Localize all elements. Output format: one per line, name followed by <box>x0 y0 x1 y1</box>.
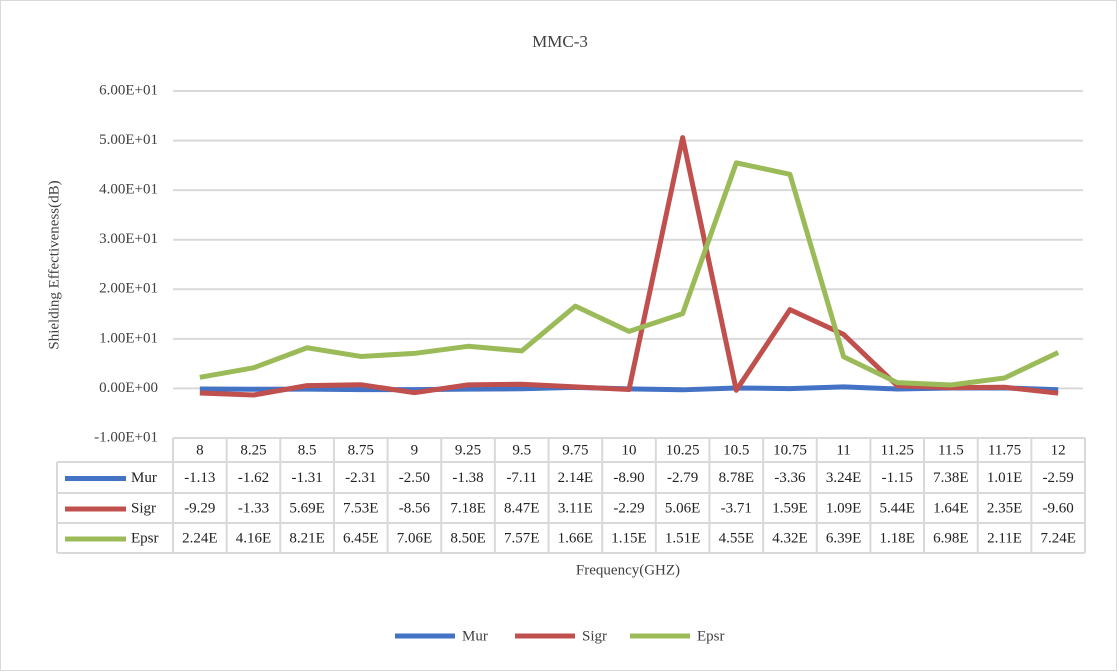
x-tick-label: 11.5 <box>938 442 964 458</box>
table-cell: 2.24E <box>182 530 217 546</box>
table-cell: 1.01E <box>987 470 1022 486</box>
table-cell: 6.39E <box>826 530 861 546</box>
table-cell: 1.51E <box>665 530 700 546</box>
table-cell: 1.64E <box>933 500 968 516</box>
table-cell: 8.21E <box>289 530 324 546</box>
x-tick-label: 11 <box>836 442 850 458</box>
x-tick-label: 9.25 <box>455 442 481 458</box>
legend-label: Epsr <box>697 628 725 644</box>
table-row-header: Sigr <box>131 500 156 516</box>
table-cell: 4.55E <box>719 530 754 546</box>
table-cell: -2.50 <box>399 470 430 486</box>
x-tick-label: 8.75 <box>348 442 374 458</box>
table-cell: 6.98E <box>933 530 968 546</box>
table-cell: 7.53E <box>343 500 378 516</box>
y-tick-label: 3.00E+01 <box>99 231 158 247</box>
table-row-header: Mur <box>131 470 157 486</box>
x-tick-label: 9.75 <box>562 442 588 458</box>
table-cell: 1.59E <box>772 500 807 516</box>
table-row-header: Epsr <box>131 530 159 546</box>
table-cell: 3.11E <box>558 500 593 516</box>
table-cell: 7.38E <box>933 470 968 486</box>
table-cell: 3.24E <box>826 470 861 486</box>
x-axis-label: Frequency(GHZ) <box>576 562 680 578</box>
x-tick-label: 8.25 <box>240 442 266 458</box>
table-cell: 2.35E <box>987 500 1022 516</box>
table-cell: 2.14E <box>558 470 593 486</box>
y-tick-label: -1.00E+01 <box>94 429 158 445</box>
table-cell: -1.38 <box>452 470 483 486</box>
table-cell: -9.60 <box>1043 500 1074 516</box>
table-cell: 5.69E <box>289 500 324 516</box>
x-tick-label: 11.25 <box>881 442 914 458</box>
table-cell: 8.47E <box>504 500 539 516</box>
x-tick-label: 9.5 <box>512 442 531 458</box>
table-cell: -3.71 <box>721 500 752 516</box>
y-tick-label: 1.00E+01 <box>99 330 158 346</box>
table-cell: 5.06E <box>665 500 700 516</box>
x-tick-label: 12 <box>1051 442 1066 458</box>
table-cell: 4.16E <box>236 530 271 546</box>
y-tick-label: 5.00E+01 <box>99 132 158 148</box>
x-tick-label: 8.5 <box>298 442 317 458</box>
table-cell: 1.66E <box>558 530 593 546</box>
y-tick-label: 6.00E+01 <box>99 82 158 98</box>
table-cell: -1.62 <box>238 470 269 486</box>
table-cell: 7.18E <box>450 500 485 516</box>
table-cell: -1.31 <box>291 470 322 486</box>
table-cell: -2.79 <box>667 470 698 486</box>
table-cell: 7.06E <box>397 530 432 546</box>
table-cell: 7.57E <box>504 530 539 546</box>
table-cell: -2.31 <box>345 470 376 486</box>
table-cell: -9.29 <box>184 500 215 516</box>
table-cell: 2.11E <box>987 530 1022 546</box>
x-tick-label: 9 <box>411 442 419 458</box>
table-cell: -1.13 <box>184 470 215 486</box>
x-tick-label: 8 <box>196 442 204 458</box>
table-cell: -2.59 <box>1043 470 1074 486</box>
table-cell: 4.32E <box>772 530 807 546</box>
y-tick-label: 2.00E+01 <box>99 281 158 297</box>
table-cell: 6.45E <box>343 530 378 546</box>
x-tick-label: 10.75 <box>773 442 807 458</box>
table-cell: 8.50E <box>450 530 485 546</box>
table-cell: 1.18E <box>880 530 915 546</box>
series-line <box>199 160 1060 388</box>
table-cell: -7.11 <box>506 470 537 486</box>
table-cell: -2.29 <box>613 500 644 516</box>
y-tick-label: 4.00E+01 <box>99 182 158 198</box>
table-cell: 7.24E <box>1040 530 1075 546</box>
table-cell: 1.09E <box>826 500 861 516</box>
table-cell: -3.36 <box>774 470 806 486</box>
table-cell: 5.44E <box>880 500 915 516</box>
chart-title: MMC-3 <box>532 32 588 51</box>
table-cell: -8.90 <box>613 470 644 486</box>
table-cell: -8.56 <box>399 500 431 516</box>
x-tick-label: 10.5 <box>723 442 749 458</box>
x-tick-label: 10 <box>622 442 637 458</box>
table-cell: -1.15 <box>882 470 913 486</box>
table-cell: 8.78E <box>719 470 754 486</box>
table-cell: -1.33 <box>238 500 269 516</box>
x-tick-label: 11.75 <box>988 442 1021 458</box>
table-cell: 1.15E <box>611 530 646 546</box>
x-tick-label: 10.25 <box>666 442 700 458</box>
y-axis-label: Shielding Effectiveness(dB) <box>46 180 62 349</box>
legend-label: Sigr <box>582 628 607 644</box>
series-line <box>199 135 1059 398</box>
y-tick-label: 0.00E+00 <box>99 380 158 396</box>
legend-label: Mur <box>462 628 488 644</box>
